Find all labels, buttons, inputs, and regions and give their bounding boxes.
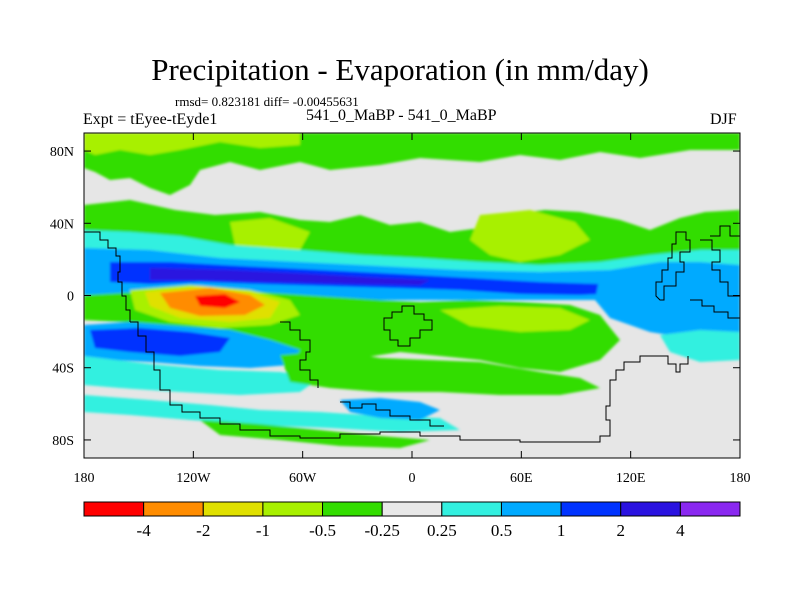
colorbar-label: -4 (137, 521, 152, 540)
north-polar-coast (710, 225, 740, 237)
antarctic-green (200, 420, 430, 448)
spac-cyan (660, 330, 740, 362)
east-asia-coast (700, 239, 740, 297)
satl-lightgreen (440, 306, 590, 332)
colorbar-swatch (620, 501, 681, 517)
warmpool-lightblue (595, 270, 740, 340)
south-america-coast (130, 321, 656, 443)
colorbar-label: 0.5 (491, 521, 512, 540)
southern-ocean-green (280, 350, 600, 395)
colorbar-swatch (560, 501, 622, 517)
npac-lightgreen (230, 218, 310, 255)
natl-lightgreen (470, 210, 590, 262)
y-tick-label: 40N (50, 217, 74, 232)
arctic-lightgreen (84, 133, 300, 155)
colorbar: -4 -2 -1 -0.5 -0.25 0.25 0.5 1 2 4 (83, 501, 741, 540)
x-tick-label: 60E (510, 471, 533, 486)
x-tick-label: 120W (176, 471, 211, 486)
antarctica-coast (340, 401, 444, 427)
africa-coast (383, 305, 433, 347)
stats-label: rmsd= 0.823181 diff= -0.00455631 (175, 94, 359, 109)
colorbar-swatch (679, 501, 741, 517)
colorbar-label: -1 (256, 521, 270, 540)
arctic-green-band (84, 133, 740, 195)
colorbar-label: -2 (196, 521, 210, 540)
colorbar-label: 2 (616, 521, 625, 540)
colorbar-label: -0.5 (309, 521, 336, 540)
colorbar-label: 0.25 (427, 521, 457, 540)
south-storm-darkblue (90, 328, 230, 356)
y-tick-label: 40S (52, 362, 74, 377)
colorbar-swatch (143, 501, 204, 517)
south-america-west-coast (280, 321, 319, 388)
south-subtrop-red (195, 294, 240, 308)
case-label: 541_0_MaBP - 541_0_MaBP (306, 107, 497, 124)
x-tick-label: 120E (616, 471, 646, 486)
pe-field (84, 133, 740, 458)
x-tick-label: 180 (730, 471, 751, 486)
colorbar-swatch (441, 501, 502, 517)
colorbar-label: -0.25 (364, 521, 399, 540)
itcz-darkblue (150, 268, 430, 285)
coastlines (84, 225, 740, 443)
y-tick-label: 0 (67, 290, 74, 305)
y-tick-label: 80N (50, 145, 74, 160)
indonesia-coast (690, 299, 740, 319)
season-label: DJF (710, 111, 737, 128)
y-axis-ticks: 80N 40N 0 40S 80S (50, 145, 740, 449)
colorbar-swatch (322, 501, 383, 517)
south-storm-cyan (84, 356, 320, 395)
colorbar-swatch (262, 501, 324, 517)
southern-ocean-cyan (84, 395, 460, 432)
colorbar-label: 1 (557, 521, 566, 540)
y-tick-label: 80S (52, 434, 74, 449)
chart-title: Precipitation - Evaporation (in mm/day) (151, 52, 649, 87)
x-tick-label: 180 (74, 471, 95, 486)
colorbar-swatch (381, 501, 443, 517)
australia-coast (656, 355, 689, 373)
experiment-label: Expt = tEyee-tEyde1 (83, 111, 218, 128)
north-america-coast (84, 231, 131, 322)
colorbar-swatch (500, 501, 562, 517)
colorbar-swatch (202, 501, 264, 517)
colorbar-label: 4 (676, 521, 685, 540)
colorbar-swatch (83, 501, 145, 517)
x-tick-label: 60W (289, 471, 317, 486)
asia-coast (655, 231, 691, 301)
x-axis-ticks: 180 120W 60W 0 60E 120E 180 (74, 133, 751, 486)
x-tick-label: 0 (409, 471, 416, 486)
